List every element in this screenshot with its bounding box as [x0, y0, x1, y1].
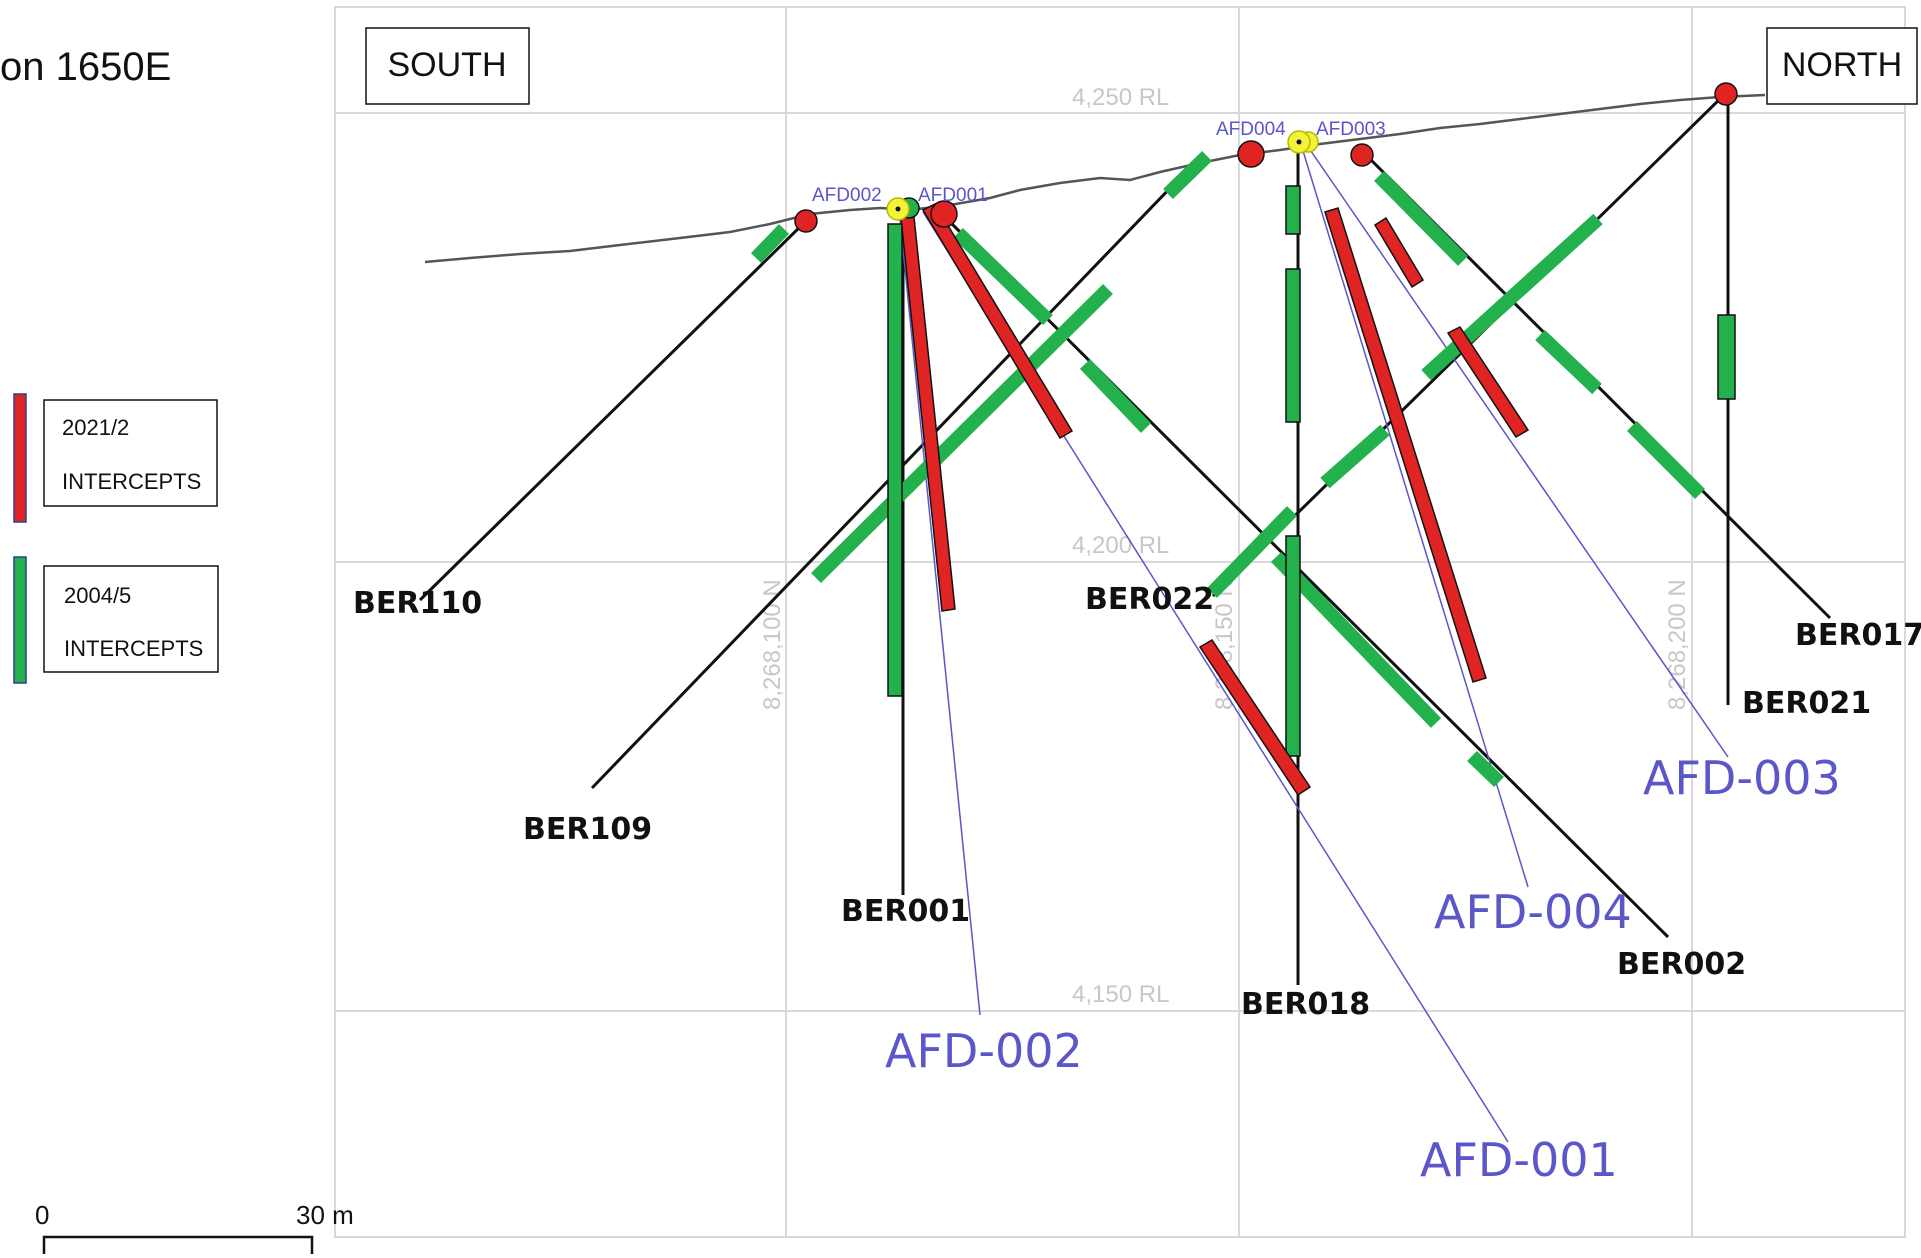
- legend-recent-line1: 2021/2: [62, 415, 129, 440]
- collar-label-afd001: AFD001: [918, 185, 988, 206]
- intercept-afd001-b: [1198, 638, 1312, 797]
- scale-end-label: 30 m: [296, 1200, 354, 1230]
- scale-bar-line: [42, 1235, 314, 1254]
- northing-label-200: 8,268,200 N: [1664, 579, 1691, 710]
- north-box: NORTH: [1766, 27, 1918, 105]
- collar-label-afd004: AFD004: [1216, 119, 1286, 140]
- legend-swatch-recent: [13, 393, 27, 523]
- historic-intercepts: [750, 150, 1736, 788]
- intercept-afd001-a: [921, 203, 1074, 440]
- intercept-ber110-a: [750, 224, 790, 263]
- hole-label-ber017: BER017: [1795, 618, 1921, 653]
- intercept-ber022-a: [1421, 213, 1603, 381]
- topography-line: [424, 93, 1766, 264]
- intercept-ber021-a: [1717, 314, 1736, 400]
- intercept-ber017-c: [1627, 421, 1705, 499]
- trace-afd002: [898, 208, 981, 1016]
- intercept-ber018-c: [1285, 535, 1301, 757]
- legend-box-recent: [43, 399, 218, 507]
- intercept-afd003-a: [1373, 216, 1425, 289]
- hole-label-ber002: BER002: [1617, 947, 1746, 982]
- intercept-ber002-c: [1270, 552, 1442, 728]
- hole-label-ber001: BER001: [841, 894, 970, 929]
- intercept-ber109-a: [1163, 150, 1212, 200]
- legend-historic-line1: 2004/5: [64, 583, 131, 608]
- afd-label-004: AFD-004: [1434, 885, 1632, 939]
- intercept-ber109-b: [811, 284, 1113, 583]
- intercept-afd003-b: [1446, 326, 1530, 439]
- collar-ber017: [1350, 143, 1374, 167]
- hole-label-ber109: BER109: [523, 812, 652, 847]
- hole-label-ber110: BER110: [353, 586, 482, 621]
- section-title: on 1650E: [0, 45, 171, 89]
- north-label: NORTH: [1782, 46, 1902, 84]
- intercept-ber018-b: [1285, 268, 1301, 423]
- collar-afd002-dot: [895, 206, 901, 212]
- section-frame: [334, 6, 1906, 1238]
- legend-recent-line2: INTERCEPTS: [62, 469, 201, 494]
- recent-intercepts: [900, 203, 1530, 797]
- rl-label-4250: 4,250 RL: [1072, 84, 1169, 111]
- intercept-ber022-c: [1206, 506, 1298, 598]
- intercept-ber018-a: [1285, 185, 1301, 235]
- trace-ber002: [940, 212, 1670, 939]
- intercept-ber022-b: [1320, 424, 1390, 489]
- intercept-afd004: [1324, 207, 1487, 683]
- legend: 2021/2 INTERCEPTS 2004/5 INTERCEPTS: [13, 393, 219, 684]
- collars: [794, 82, 1738, 233]
- collar-ber022: [1714, 82, 1738, 106]
- afd-label-002: AFD-002: [885, 1024, 1083, 1078]
- legend-box-historic: [43, 565, 219, 673]
- scale-bar: 0 30 m: [35, 1200, 354, 1254]
- south-box: SOUTH: [365, 27, 530, 105]
- collar-ber109: [1237, 140, 1265, 168]
- intercept-ber017-a: [1374, 171, 1468, 266]
- trace-ber110: [418, 219, 808, 602]
- section-grid: [334, 6, 1906, 1238]
- legend-historic-line2: INTERCEPTS: [64, 636, 203, 661]
- intercept-ber017-b: [1535, 329, 1602, 395]
- hole-label-ber021: BER021: [1742, 686, 1871, 721]
- rl-label-4200: 4,200 RL: [1072, 532, 1169, 559]
- collar-ber110: [794, 209, 818, 233]
- north-box-frame: [1766, 27, 1918, 105]
- intercept-ber001-a: [887, 223, 903, 697]
- afd-label-001: AFD-001: [1420, 1133, 1618, 1187]
- rl-label-4150: 4,150 RL: [1072, 981, 1169, 1008]
- hole-label-ber022: BER022: [1085, 582, 1214, 617]
- scale-start-label: 0: [35, 1200, 49, 1230]
- afd-label-003: AFD-003: [1643, 751, 1841, 805]
- hole-label-ber018: BER018: [1241, 987, 1370, 1022]
- legend-swatch-historic: [13, 556, 27, 684]
- collar-afd004-dot: [1296, 139, 1302, 145]
- collar-label-afd002: AFD002: [812, 185, 882, 206]
- intercept-ber002-b: [1079, 359, 1152, 433]
- intercept-ber002-a: [953, 227, 1053, 326]
- intercept-afd002: [900, 216, 956, 612]
- collar-label-afd003: AFD003: [1316, 119, 1386, 140]
- south-label: SOUTH: [388, 46, 507, 84]
- trace-afd003: [1303, 140, 1729, 758]
- trace-afd004: [1299, 140, 1529, 888]
- collar-ber002: [930, 200, 958, 228]
- south-box-frame: [365, 27, 530, 105]
- intercept-ber002-d: [1467, 750, 1504, 788]
